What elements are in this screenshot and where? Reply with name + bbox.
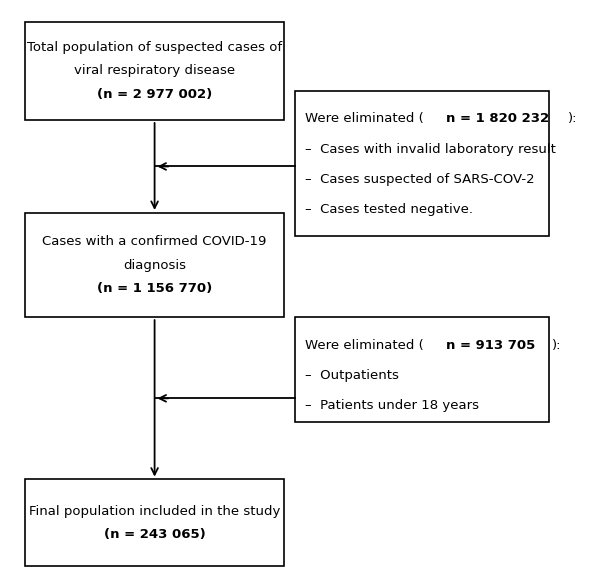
Text: Were eliminated (: Were eliminated (	[305, 112, 424, 125]
Bar	[25, 213, 284, 317]
Text: Cases with a confirmed COVID-19: Cases with a confirmed COVID-19	[43, 235, 267, 248]
Text: (n = 1 156 770): (n = 1 156 770)	[97, 282, 212, 295]
Text: –  Cases suspected of SARS-COV-2: – Cases suspected of SARS-COV-2	[305, 173, 535, 186]
Text: n = 1 820 232: n = 1 820 232	[446, 112, 549, 125]
Text: diagnosis: diagnosis	[123, 259, 186, 272]
Text: Final population included in the study: Final population included in the study	[29, 505, 280, 518]
Text: n = 913 705: n = 913 705	[446, 339, 535, 352]
Bar	[295, 317, 549, 422]
Bar	[25, 479, 284, 566]
Text: –  Outpatients: – Outpatients	[305, 369, 399, 382]
Bar	[295, 91, 549, 236]
Text: (n = 2 977 002): (n = 2 977 002)	[97, 88, 212, 101]
Text: viral respiratory disease: viral respiratory disease	[74, 64, 235, 78]
Text: Were eliminated (: Were eliminated (	[305, 339, 424, 352]
Text: (n = 243 065): (n = 243 065)	[104, 528, 205, 541]
Text: –  Cases tested negative.: – Cases tested negative.	[305, 203, 473, 216]
Text: ):: ):	[551, 339, 561, 352]
Text: Total population of suspected cases of: Total population of suspected cases of	[27, 41, 282, 54]
Bar	[25, 22, 284, 120]
Text: ):: ):	[568, 112, 578, 125]
Text: –  Cases with invalid laboratory result: – Cases with invalid laboratory result	[305, 142, 556, 156]
Text: –  Patients under 18 years: – Patients under 18 years	[305, 399, 479, 412]
